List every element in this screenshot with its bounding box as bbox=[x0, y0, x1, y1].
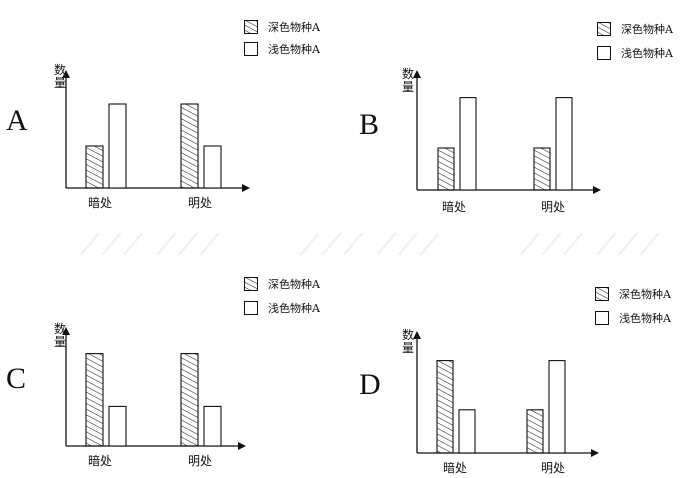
x-tick-label: 暗处 bbox=[442, 461, 467, 475]
y-axis-arrow bbox=[413, 70, 421, 78]
bar-dark-species bbox=[437, 147, 455, 191]
x-tick-label: 明处 bbox=[540, 200, 565, 214]
legend-label: 深色物种A bbox=[619, 288, 671, 301]
panel-letter: A bbox=[6, 104, 28, 137]
legend-label: 浅色物种A bbox=[621, 47, 673, 60]
y-axis-arrow bbox=[62, 327, 70, 335]
bar-light-species bbox=[548, 360, 566, 454]
x-axis-arrow bbox=[238, 442, 246, 450]
x-tick-label: 暗处 bbox=[87, 454, 112, 468]
legend-item: 深色物种A bbox=[244, 20, 364, 36]
x-axis-arrow bbox=[593, 186, 601, 194]
y-axis-arrow bbox=[62, 70, 70, 78]
legend-swatch-dark bbox=[597, 22, 611, 36]
y-axis-label: 数量 bbox=[401, 328, 414, 355]
legend-swatch-light bbox=[597, 46, 611, 60]
x-axis-arrow bbox=[591, 449, 599, 457]
bar-light-species bbox=[203, 405, 222, 447]
panel-letter: C bbox=[6, 362, 27, 395]
panel-letter: D bbox=[359, 368, 381, 401]
y-axis-arrow bbox=[413, 331, 421, 339]
bar-dark-species bbox=[85, 353, 104, 447]
legend-label: 深色物种A bbox=[268, 21, 320, 34]
x-axis-arrow bbox=[242, 184, 250, 192]
bar-light-species bbox=[203, 145, 222, 189]
watermark: ⟋⟋⟋ ⟋⟋⟋ bbox=[520, 228, 662, 261]
legend-label: 浅色物种A bbox=[268, 302, 320, 315]
chart-plot bbox=[413, 70, 601, 194]
legend-label: 浅色物种A bbox=[268, 43, 320, 56]
bar-dark-species bbox=[526, 409, 544, 454]
bar-light-species bbox=[459, 97, 477, 191]
y-axis-label: 数量 bbox=[401, 67, 414, 94]
legend-swatch-dark bbox=[595, 287, 609, 301]
chart-plot bbox=[62, 70, 250, 192]
legend-item: 浅色物种A bbox=[597, 46, 694, 62]
legend-label: 深色物种A bbox=[268, 278, 320, 291]
bar-dark-species bbox=[180, 103, 199, 189]
legend-item: 深色物种A bbox=[595, 287, 694, 303]
panel-letter: B bbox=[359, 108, 380, 141]
chart-panel-d: D 数量 暗处 明处 深色物种A 浅色物种A bbox=[347, 239, 694, 478]
legend-swatch-light bbox=[244, 42, 258, 56]
legend-item: 深色物种A bbox=[597, 22, 694, 38]
y-axis-label: 数量 bbox=[53, 322, 66, 349]
bar-dark-species bbox=[436, 360, 454, 454]
chart-panel-a: A 数量 暗处 明处 深色物种A 浅色物种A bbox=[0, 0, 347, 230]
chart-panel-b: B 数量 暗处 明处 深色物种A 浅色物种A bbox=[347, 0, 694, 230]
x-tick-label: 明处 bbox=[540, 461, 565, 475]
legend-item: 浅色物种A bbox=[595, 311, 694, 327]
bar-light-species bbox=[108, 103, 127, 189]
x-tick-label: 明处 bbox=[187, 196, 212, 210]
legend-item: 浅色物种A bbox=[244, 42, 364, 58]
chart-plot bbox=[413, 331, 599, 457]
x-tick-label: 明处 bbox=[187, 454, 212, 468]
legend-item: 深色物种A bbox=[244, 277, 364, 293]
bar-dark-species bbox=[180, 353, 199, 447]
legend-swatch-dark bbox=[244, 277, 258, 291]
watermark: ⟋⟋⟋ ⟋⟋⟋ bbox=[80, 228, 222, 261]
legend-swatch-light bbox=[244, 301, 258, 315]
legend-item: 浅色物种A bbox=[244, 301, 364, 317]
x-tick-label: 暗处 bbox=[441, 200, 466, 214]
legend-swatch-dark bbox=[244, 20, 258, 34]
bar-dark-species bbox=[533, 147, 551, 191]
bar-light-species bbox=[555, 97, 573, 191]
x-tick-label: 暗处 bbox=[87, 196, 112, 210]
legend-label: 浅色物种A bbox=[619, 312, 671, 325]
legend-swatch-light bbox=[595, 311, 609, 325]
bar-light-species bbox=[458, 409, 476, 454]
bar-dark-species bbox=[85, 145, 104, 189]
bar-light-species bbox=[108, 405, 127, 447]
y-axis-label: 数量 bbox=[53, 63, 66, 90]
chart-panel-c: C 数量 暗处 明处 深色物种A 浅色物种A bbox=[0, 239, 347, 478]
chart-plot bbox=[62, 327, 246, 450]
watermark: ⟋⟋⟋ ⟋⟋⟋ bbox=[300, 228, 442, 261]
legend-label: 深色物种A bbox=[621, 23, 673, 36]
